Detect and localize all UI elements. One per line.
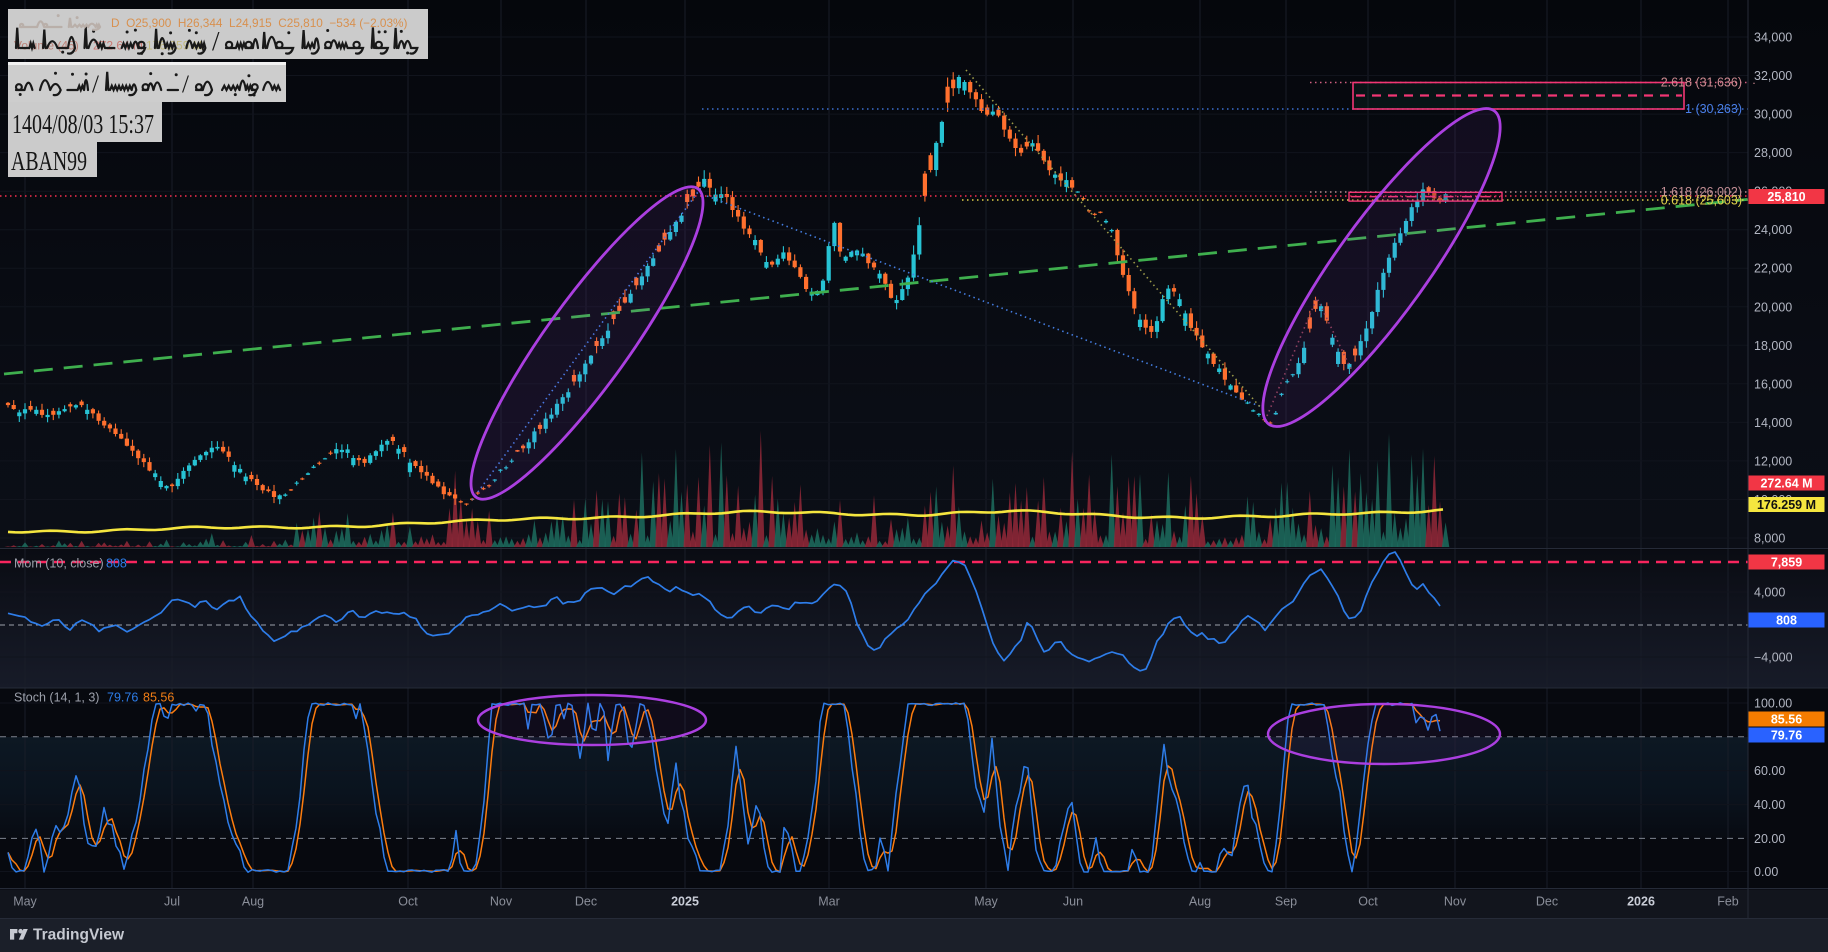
svg-text:Mar: Mar xyxy=(818,895,840,909)
svg-text:D O25,900 H26,344 L24,915: D O25,900 H26,344 L24,915 C25,810 −534 (… xyxy=(111,16,408,30)
svg-text:18,000: 18,000 xyxy=(1754,339,1792,353)
svg-text:808: 808 xyxy=(1776,613,1797,627)
svg-text:1.618 (26,002): 1.618 (26,002) xyxy=(1661,185,1742,199)
svg-text:40.00: 40.00 xyxy=(1754,798,1785,812)
svg-text:176.259 M: 176.259 M xyxy=(1757,498,1816,512)
svg-text:20.00: 20.00 xyxy=(1754,832,1785,846)
svg-text:Oct: Oct xyxy=(1358,895,1378,909)
svg-text:Oct: Oct xyxy=(398,895,418,909)
svg-text:22,000: 22,000 xyxy=(1754,262,1792,276)
svg-text:May: May xyxy=(974,895,998,909)
svg-text:Dec: Dec xyxy=(1536,895,1558,909)
svg-text:14,000: 14,000 xyxy=(1754,416,1792,430)
svg-text:4,000: 4,000 xyxy=(1754,586,1785,600)
svg-text:12,000: 12,000 xyxy=(1754,454,1792,468)
svg-text:Nov: Nov xyxy=(1444,895,1467,909)
svg-text:Nov: Nov xyxy=(490,895,513,909)
svg-text:0.00: 0.00 xyxy=(1754,865,1778,879)
svg-text:60.00: 60.00 xyxy=(1754,764,1785,778)
svg-text:24,000: 24,000 xyxy=(1754,223,1792,237)
svg-text:Jun: Jun xyxy=(1063,895,1083,909)
svg-text:8,000: 8,000 xyxy=(1754,531,1785,545)
svg-text:/: / xyxy=(182,71,189,98)
svg-text:Jul: Jul xyxy=(164,895,180,909)
svg-text:Aug: Aug xyxy=(1189,895,1211,909)
svg-text:Feb: Feb xyxy=(1717,895,1739,909)
svg-text:85.56: 85.56 xyxy=(143,691,174,705)
svg-text:85.56: 85.56 xyxy=(1771,712,1802,726)
svg-text:2026: 2026 xyxy=(1627,895,1655,909)
svg-text:79.76: 79.76 xyxy=(1771,728,1802,742)
svg-text:272.64 M: 272.64 M xyxy=(1760,476,1812,490)
svg-text:ABAN99: ABAN99 xyxy=(11,146,87,176)
svg-text:Mom (10, close): Mom (10, close) xyxy=(14,557,104,571)
svg-text:28,000: 28,000 xyxy=(1754,146,1792,160)
svg-text:808: 808 xyxy=(106,557,127,571)
svg-text:2.618 (31,636): 2.618 (31,636) xyxy=(1661,76,1742,90)
svg-text:Stoch (14, 1, 3): Stoch (14, 1, 3) xyxy=(14,691,99,705)
svg-text:20,000: 20,000 xyxy=(1754,300,1792,314)
svg-text:0.618 (25,603): 0.618 (25,603) xyxy=(1661,194,1742,208)
svg-text:1404/08/03 15:37: 1404/08/03 15:37 xyxy=(12,109,154,139)
svg-text:32,000: 32,000 xyxy=(1754,69,1792,83)
svg-text:2025: 2025 xyxy=(671,895,699,909)
svg-text:34,000: 34,000 xyxy=(1754,31,1792,45)
svg-text:TradingView: TradingView xyxy=(33,927,125,944)
svg-text:79.76: 79.76 xyxy=(107,691,138,705)
svg-text:25,810: 25,810 xyxy=(1767,190,1805,204)
svg-text:May: May xyxy=(13,895,37,909)
svg-text:16,000: 16,000 xyxy=(1754,377,1792,391)
svg-text:Dec: Dec xyxy=(575,895,597,909)
svg-text:/: / xyxy=(212,26,220,56)
svg-text:Aug: Aug xyxy=(242,895,264,909)
svg-text:7,859: 7,859 xyxy=(1771,555,1802,569)
svg-text:Sep: Sep xyxy=(1275,895,1297,909)
svg-text:−4,000: −4,000 xyxy=(1754,651,1793,665)
svg-text:30,000: 30,000 xyxy=(1754,108,1792,122)
svg-text:/: / xyxy=(92,71,99,98)
svg-text:1 (30,263): 1 (30,263) xyxy=(1685,102,1742,116)
svg-text:100.00: 100.00 xyxy=(1754,697,1792,711)
svg-text:·: · xyxy=(1752,76,1756,90)
